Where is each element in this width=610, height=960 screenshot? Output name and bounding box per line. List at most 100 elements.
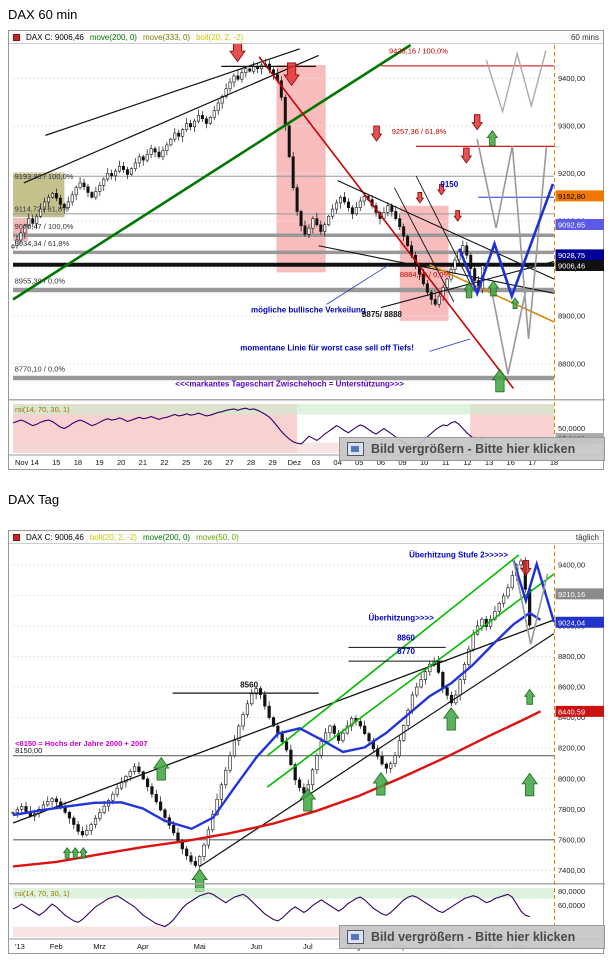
up-arrow-icon xyxy=(70,847,80,859)
trend-line xyxy=(415,175,474,289)
x-axis-label: Dez xyxy=(288,458,302,467)
chart-annotation: mögliche bullische Verkeilung xyxy=(251,305,366,314)
chart-daily-canvas[interactable]: Überhitzung Stufe 2>>>>> Überhitzung>>>> 8… xyxy=(9,531,605,955)
zoom-banner[interactable]: Bild vergrößern - Bitte hier klicken xyxy=(339,437,605,461)
down-arrow-icon xyxy=(370,125,383,142)
up-arrow-icon xyxy=(491,368,509,393)
indicator-label: move(200, 0) xyxy=(142,532,191,542)
trend-line xyxy=(45,48,300,136)
x-axis-label: Nov xyxy=(15,458,29,467)
chart-annotation: 8150,00 xyxy=(15,746,42,755)
chart-type-icon xyxy=(13,533,20,541)
gray-projection-upper xyxy=(485,50,547,115)
x-axis-label: 26 xyxy=(204,458,212,467)
price-axis-label: 9300,00 xyxy=(558,121,585,130)
x-axis-label: 27 xyxy=(225,458,233,467)
price-box xyxy=(555,249,604,261)
price-axis-label: 8400,00 xyxy=(558,713,585,722)
price-box-label: 9092,65 xyxy=(558,220,585,229)
trend-line xyxy=(429,338,471,352)
chart-annotation: 9034,34 / 61,8% xyxy=(15,239,70,248)
up-arrow-icon xyxy=(463,282,475,299)
up-arrow-icon xyxy=(79,847,88,859)
x-axis-label: Jun xyxy=(250,942,262,951)
rsi-indicator-label: rsi(14, 70, 30, 1) xyxy=(15,889,70,898)
price-box-label: 9028,75 xyxy=(558,251,585,260)
indicator-label: boll(20, 2, -2) xyxy=(196,32,244,42)
price-box-label: 9006,46 xyxy=(558,261,585,270)
ma-50-line xyxy=(12,611,542,831)
x-axis-label: 17 xyxy=(528,458,536,467)
timeframe-label: täglich xyxy=(575,532,599,542)
price-box-label: 8440,59 xyxy=(558,707,585,716)
banner-label: Bild vergrößern - Bitte hier klicken xyxy=(371,930,576,944)
gray-v-projection xyxy=(490,289,527,375)
price-axis-label: 8800,00 xyxy=(558,359,585,368)
chart-annotation: Überhitzung>>>> xyxy=(369,614,435,623)
down-arrow-icon xyxy=(437,183,446,196)
chart-annotation: momentane Linie für worst case sell off … xyxy=(240,343,414,352)
price-axis-label: 9200,00 xyxy=(558,169,585,178)
x-axis-label: 15 xyxy=(52,458,60,467)
rsi-axis-label: 60,0000 xyxy=(558,901,585,910)
banner-label: Bild vergrößern - Bitte hier klicken xyxy=(371,442,576,456)
chart-60min-canvas[interactable]: 9193,98 / 100,0% 9114,72 / 61,8% 9070,47 /… xyxy=(9,31,605,471)
x-axis-label: 18 xyxy=(550,458,558,467)
chart2-title: DAX Tag xyxy=(8,492,60,507)
x-axis-label: 29 xyxy=(269,458,277,467)
price-box-label: 9152,80 xyxy=(558,192,585,201)
x-axis-label: 16 xyxy=(507,458,515,467)
up-arrow-icon xyxy=(510,297,520,309)
x-axis-label: 04 xyxy=(333,458,341,467)
chart-annotation: 8560 xyxy=(240,680,258,689)
symbol-quote: DAX C: 9006,46 xyxy=(26,32,84,42)
price-axis-label: 8600,00 xyxy=(558,683,585,692)
up-arrow-icon xyxy=(372,771,390,796)
ma-200-line xyxy=(12,710,542,868)
candles xyxy=(11,58,485,308)
chart-annotation: 9070,47 / 100,0% xyxy=(15,222,74,231)
x-axis-label: Mai xyxy=(194,942,206,951)
price-axis-label: 9400,00 xyxy=(558,560,585,569)
down-arrow-icon xyxy=(283,62,300,87)
indicator-label: move(50, 0) xyxy=(196,532,239,542)
price-box xyxy=(555,705,604,717)
up-arrow-icon xyxy=(523,688,536,705)
timeframe-label: 60 mins xyxy=(570,32,599,42)
chart-annotation: 8884,29 / 0,0% xyxy=(400,270,451,279)
up-arrow-icon xyxy=(442,706,460,731)
dax-60min: 9193,98 / 100,0% 9114,72 / 61,8% 9070,47 /… xyxy=(9,38,605,467)
x-axis-label: '13 xyxy=(15,942,25,951)
chart-annotation: 9150 xyxy=(440,180,458,189)
rsi-band xyxy=(13,926,554,937)
x-axis-label: 28 xyxy=(247,458,255,467)
price-axis-label: 7600,00 xyxy=(558,835,585,844)
x-axis-label: 03 xyxy=(312,458,320,467)
trend-line xyxy=(258,56,515,389)
x-axis-label: 22 xyxy=(160,458,168,467)
chart-annotation: 9257,36 / 61,8% xyxy=(392,127,447,136)
up-arrow-icon xyxy=(152,756,170,781)
chart-annotation: 8860 xyxy=(397,633,415,642)
price-axis-label: 8800,00 xyxy=(558,652,585,661)
trend-line xyxy=(266,554,520,757)
rsi-indicator-label: rsi(14, 70, 30, 1) xyxy=(15,405,70,414)
price-axis-label: 8000,00 xyxy=(558,774,585,783)
price-box-label: 9210,16 xyxy=(558,590,585,599)
price-box xyxy=(555,616,604,628)
symbol-quote: DAX C: 9006,46 xyxy=(26,532,84,542)
price-box xyxy=(555,588,604,600)
up-arrow-icon xyxy=(521,772,538,797)
blue-projection xyxy=(512,559,556,623)
down-arrow-icon xyxy=(471,114,483,131)
x-axis-label: 20 xyxy=(117,458,125,467)
trend-line xyxy=(266,573,555,788)
rsi-axis-label: 80,0000 xyxy=(558,887,585,896)
chart-annotation: 8875/ 8888 xyxy=(362,310,403,319)
x-axis-label: 14 xyxy=(30,458,38,467)
trend-line xyxy=(326,264,390,305)
zoom-banner[interactable]: Bild vergrößern - Bitte hier klicken xyxy=(339,925,605,949)
x-axis-label: 06 xyxy=(377,458,385,467)
price-box xyxy=(555,218,604,230)
rsi-axis-label: 50,0000 xyxy=(558,424,585,433)
